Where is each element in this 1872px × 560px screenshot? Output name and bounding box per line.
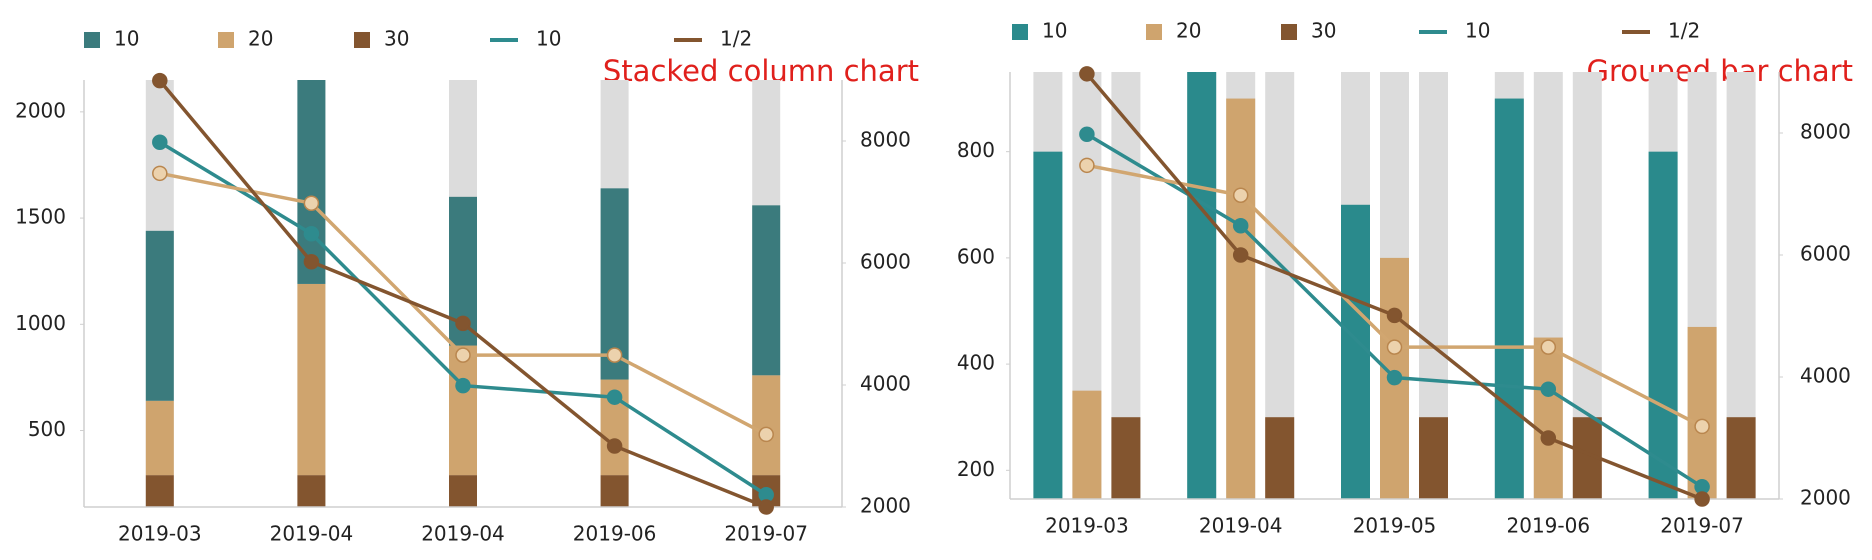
x-tick-label: 2019-04	[421, 522, 505, 546]
y-tick-label: 500	[28, 417, 66, 441]
bar-segment	[145, 475, 174, 507]
x-tick-label: 2019-07	[724, 522, 808, 546]
legend-label: 30	[1311, 19, 1336, 43]
x-tick-label: 2019-06	[573, 522, 657, 546]
chart: Stacked column chart50010001500200020004…	[15, 27, 919, 546]
bar	[1648, 151, 1678, 499]
line-marker	[152, 165, 168, 182]
legend-label: 10	[114, 27, 139, 51]
line-marker	[1079, 157, 1095, 174]
y-tick-label: 200	[957, 457, 995, 481]
y2-tick-label: 8000	[860, 128, 911, 152]
line-marker	[606, 347, 623, 363]
legend-label: 20	[248, 27, 273, 51]
bar-segment	[449, 345, 477, 476]
bar-segment	[145, 230, 174, 401]
legend-swatch	[218, 32, 234, 48]
line-marker	[1386, 339, 1403, 355]
legend-swatch	[1281, 24, 1297, 40]
legend-label: 10	[1465, 19, 1490, 43]
x-tick-label: 2019-06	[1507, 514, 1591, 538]
legend-label: 30	[384, 27, 409, 51]
bar	[1533, 337, 1563, 499]
line-marker	[1694, 418, 1710, 435]
x-tick-label: 2019-07	[1660, 514, 1744, 538]
bar-segment	[752, 205, 781, 376]
line-marker	[303, 195, 320, 211]
x-tick-label: 2019-03	[118, 522, 202, 546]
line-marker	[1386, 307, 1403, 324]
line-marker	[152, 72, 168, 89]
x-tick-label: 2019-05	[1353, 514, 1437, 538]
legend-swatch	[1012, 24, 1028, 40]
y-tick-label: 1000	[15, 311, 66, 335]
y2-tick-label: 4000	[1800, 364, 1851, 388]
line-marker	[1540, 339, 1557, 355]
y-tick-label: 1500	[15, 205, 66, 229]
bar	[1111, 417, 1141, 499]
y2-tick-label: 2000	[1800, 486, 1851, 510]
bar-segment	[752, 375, 781, 476]
legend-label: 10	[1042, 19, 1067, 43]
line-marker	[455, 315, 471, 332]
legend-label: 10	[536, 27, 561, 51]
chart: Grouped bar chart 200 400 600 800 2000 4000 600…	[957, 19, 1853, 538]
line-marker	[455, 347, 471, 363]
bar	[1726, 417, 1756, 499]
line-marker	[152, 134, 168, 150]
line-marker	[1386, 369, 1403, 386]
line-marker	[1540, 430, 1557, 446]
bar-segment	[297, 475, 326, 507]
bar	[1033, 151, 1063, 499]
bar-segment	[449, 475, 477, 507]
bar-segment	[600, 475, 629, 507]
y2-tick-label: 6000	[1800, 242, 1851, 266]
bar	[1226, 98, 1256, 499]
legend-swatch	[354, 32, 370, 48]
line-marker	[606, 438, 623, 454]
bar	[1072, 390, 1102, 499]
y-tick-label: 2000	[15, 98, 66, 122]
bar	[1187, 72, 1217, 499]
line-marker	[758, 426, 774, 443]
y2-tick-label: 4000	[860, 372, 911, 396]
line-marker	[758, 499, 774, 515]
bar	[1265, 417, 1295, 499]
line-marker	[1540, 381, 1557, 397]
x-tick-label: 2019-04	[270, 522, 354, 546]
bar-segment	[145, 400, 174, 476]
x-tick-label: 2019-04	[1199, 514, 1283, 538]
line-marker	[303, 225, 320, 242]
bar	[1494, 98, 1524, 499]
bar	[1419, 417, 1448, 499]
line-marker	[1079, 126, 1095, 142]
chart-title: Grouped bar chart	[1587, 54, 1853, 88]
line-marker	[1232, 217, 1249, 234]
line-marker	[1694, 491, 1710, 507]
bar	[1341, 204, 1370, 499]
legend-label: 1/2	[720, 27, 752, 51]
line-marker	[606, 389, 623, 405]
y2-tick-label: 2000	[860, 494, 911, 518]
line-marker	[1232, 187, 1249, 203]
line-marker	[1232, 247, 1249, 263]
y2-tick-label: 8000	[1800, 120, 1851, 144]
bar-segment	[297, 80, 326, 284]
y2-tick-label: 6000	[860, 250, 911, 274]
bar-segment	[297, 283, 326, 476]
legend-swatch	[84, 32, 100, 48]
x-tick-label: 2019-03	[1045, 514, 1129, 538]
bars	[145, 80, 781, 507]
legend-swatch	[1146, 24, 1162, 40]
line-marker	[303, 254, 320, 270]
bar	[1687, 326, 1717, 499]
line-marker	[1079, 66, 1095, 82]
y-tick-label: 600	[957, 244, 995, 268]
y-tick-label: 400	[957, 351, 995, 375]
legend-label: 20	[1176, 19, 1201, 43]
line-marker	[455, 377, 471, 394]
y-tick-label: 800	[957, 138, 995, 162]
legend-label: 1/2	[1668, 19, 1700, 43]
